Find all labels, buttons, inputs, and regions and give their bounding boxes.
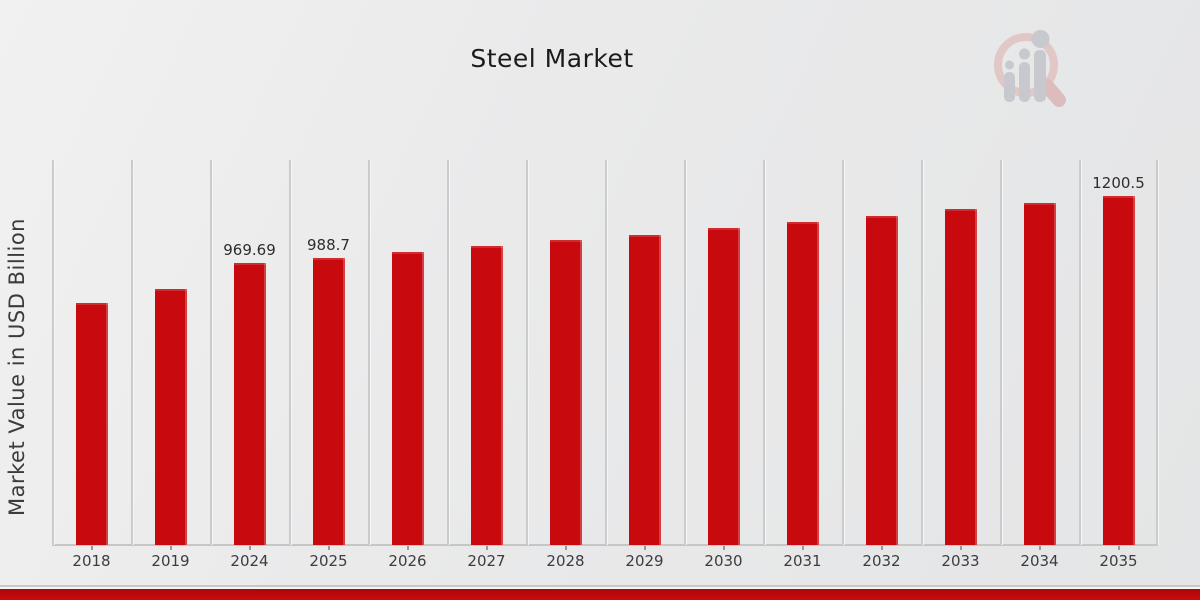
x-tick-label: 2029 xyxy=(625,552,664,570)
gridline xyxy=(842,160,845,545)
gridline xyxy=(1156,160,1159,545)
gridline xyxy=(368,160,371,545)
x-tick-label: 2030 xyxy=(704,552,743,570)
x-tick-label: 2035 xyxy=(1099,552,1138,570)
footer-red-band xyxy=(0,589,1200,600)
gridline xyxy=(131,160,134,545)
bar xyxy=(786,222,819,545)
x-tick-label: 2025 xyxy=(309,552,348,570)
gridline xyxy=(1079,160,1082,545)
y-axis-title: Market Value in USD Billion xyxy=(5,218,29,516)
bar xyxy=(312,258,345,545)
bar-value-label: 1200.5 xyxy=(1092,174,1145,192)
bar xyxy=(391,252,424,545)
x-axis-tick xyxy=(880,546,883,550)
x-tick-label: 2019 xyxy=(151,552,190,570)
x-axis-tick xyxy=(1117,546,1120,550)
x-tick-label: 2028 xyxy=(546,552,585,570)
x-tick-label: 2018 xyxy=(72,552,111,570)
x-axis-tick xyxy=(1038,546,1041,550)
gridline xyxy=(526,160,529,545)
bar xyxy=(233,263,266,545)
x-axis-tick xyxy=(327,546,330,550)
x-axis-tick xyxy=(959,546,962,550)
x-axis-tick xyxy=(169,546,172,550)
gridline xyxy=(1000,160,1003,545)
bar xyxy=(470,246,503,545)
bar-value-label: 988.7 xyxy=(307,236,350,254)
bar xyxy=(1102,196,1135,545)
x-axis-tick xyxy=(643,546,646,550)
bar xyxy=(1023,203,1056,545)
x-tick-label: 2027 xyxy=(467,552,506,570)
chart-title: Steel Market xyxy=(470,44,634,73)
x-axis-tick xyxy=(801,546,804,550)
gridline xyxy=(684,160,687,545)
gridline xyxy=(52,160,55,545)
gridline xyxy=(921,160,924,545)
footer-divider xyxy=(0,585,1200,589)
bar xyxy=(944,209,977,545)
gridline xyxy=(763,160,766,545)
magnifier-bar-chart-logo-icon xyxy=(994,30,1066,107)
bar xyxy=(865,216,898,545)
x-axis-tick xyxy=(406,546,409,550)
bar xyxy=(707,228,740,545)
x-tick-label: 2034 xyxy=(1020,552,1059,570)
x-axis-tick xyxy=(485,546,488,550)
plot-area: 2018 2019 969.69 2024 988.7 2025 2026 2027 2028 2… xyxy=(52,160,1159,570)
gridline xyxy=(447,160,450,545)
bar xyxy=(628,235,661,545)
x-tick-label: 2024 xyxy=(230,552,269,570)
bar xyxy=(75,303,108,545)
x-tick-label: 2026 xyxy=(388,552,427,570)
x-axis-line xyxy=(52,544,1158,546)
x-axis-tick xyxy=(90,546,93,550)
x-axis-tick xyxy=(564,546,567,550)
gridline xyxy=(605,160,608,545)
x-tick-label: 2032 xyxy=(862,552,901,570)
x-axis-tick xyxy=(248,546,251,550)
x-tick-label: 2033 xyxy=(941,552,980,570)
gridline xyxy=(210,160,213,545)
x-axis-tick xyxy=(722,546,725,550)
bar xyxy=(549,240,582,545)
x-tick-label: 2031 xyxy=(783,552,822,570)
bar xyxy=(154,289,187,545)
gridline xyxy=(289,160,292,545)
bar-value-label: 969.69 xyxy=(223,241,276,259)
